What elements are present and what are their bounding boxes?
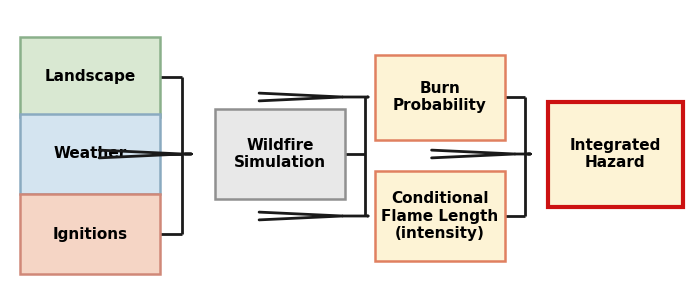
Bar (20, 114, 160, 194)
Bar (20, 194, 160, 274)
Bar (20, 37, 160, 117)
Bar (375, 55, 505, 140)
Text: Burn
Probability: Burn Probability (393, 81, 487, 113)
Text: Ignitions: Ignitions (52, 226, 127, 241)
Text: Landscape: Landscape (44, 70, 136, 84)
Bar (375, 171, 505, 261)
Text: Weather: Weather (53, 147, 127, 161)
Text: Integrated
Hazard: Integrated Hazard (569, 138, 661, 170)
Bar (215, 109, 345, 199)
Text: Conditional
Flame Length
(intensity): Conditional Flame Length (intensity) (382, 191, 498, 241)
Text: Wildfire
Simulation: Wildfire Simulation (234, 138, 326, 170)
Bar (547, 102, 682, 206)
